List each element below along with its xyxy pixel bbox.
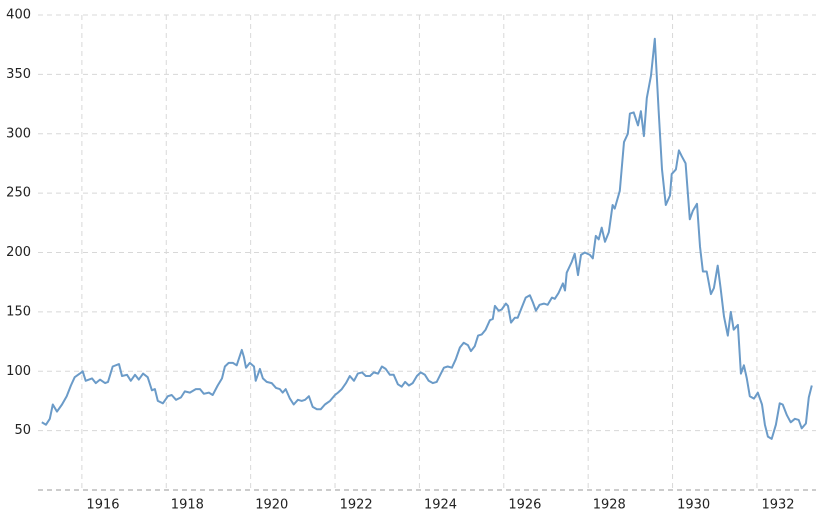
x-tick-label: 1924 xyxy=(424,498,457,513)
x-tick-label: 1920 xyxy=(255,498,288,513)
x-tick-label: 1928 xyxy=(593,498,626,513)
y-tick-label: 400 xyxy=(6,8,31,23)
x-tick-label: 1930 xyxy=(677,498,710,513)
y-tick-label: 150 xyxy=(6,304,31,319)
x-tick-label: 1932 xyxy=(761,498,794,513)
y-tick-label: 350 xyxy=(6,67,31,82)
y-tick-label: 200 xyxy=(6,245,31,260)
x-tick-label: 1918 xyxy=(171,498,204,513)
x-tick-label: 1926 xyxy=(508,498,541,513)
y-tick-label: 250 xyxy=(6,186,31,201)
x-tick-label: 1916 xyxy=(86,498,119,513)
y-tick-label: 100 xyxy=(6,364,31,379)
x-tick-label: 1922 xyxy=(340,498,373,513)
y-tick-label: 50 xyxy=(14,423,31,438)
y-tick-label: 300 xyxy=(6,126,31,141)
line-series xyxy=(41,37,813,440)
